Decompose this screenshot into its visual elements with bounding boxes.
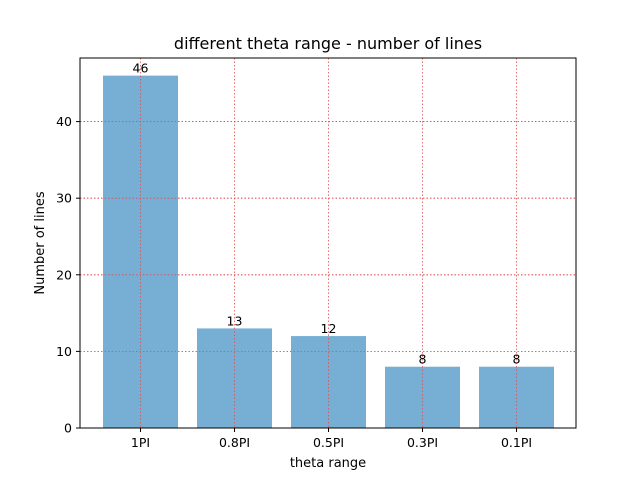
x-tick-label: 0.1PI	[501, 435, 532, 450]
bar-value-label: 8	[513, 352, 521, 367]
y-tick-label: 30	[56, 191, 72, 206]
bar-value-label: 13	[227, 313, 243, 328]
y-tick-label: 10	[56, 344, 72, 359]
y-tick-label: 0	[64, 421, 72, 436]
x-tick-label: 0.8PI	[219, 435, 250, 450]
x-axis-label: theta range	[290, 456, 366, 471]
y-axis-label: Number of lines	[33, 191, 48, 294]
bar-value-label: 8	[419, 352, 427, 367]
value-labels: 46 13 12 8 8	[133, 61, 521, 367]
x-tick-label: 1PI	[131, 435, 150, 450]
bar-value-label: 12	[321, 321, 337, 336]
y-tick-label: 20	[56, 267, 72, 282]
axis-ticks: 0 10 20 30 40 1PI 0.8PI 0.5PI 0.3PI 0.1PI	[56, 114, 532, 450]
y-tick-label: 40	[56, 114, 72, 129]
bar-value-label: 46	[133, 61, 149, 76]
x-tick-label: 0.3PI	[407, 435, 438, 450]
x-tick-label: 0.5PI	[313, 435, 344, 450]
chart-title: different theta range - number of lines	[174, 34, 482, 53]
bar	[197, 328, 272, 428]
